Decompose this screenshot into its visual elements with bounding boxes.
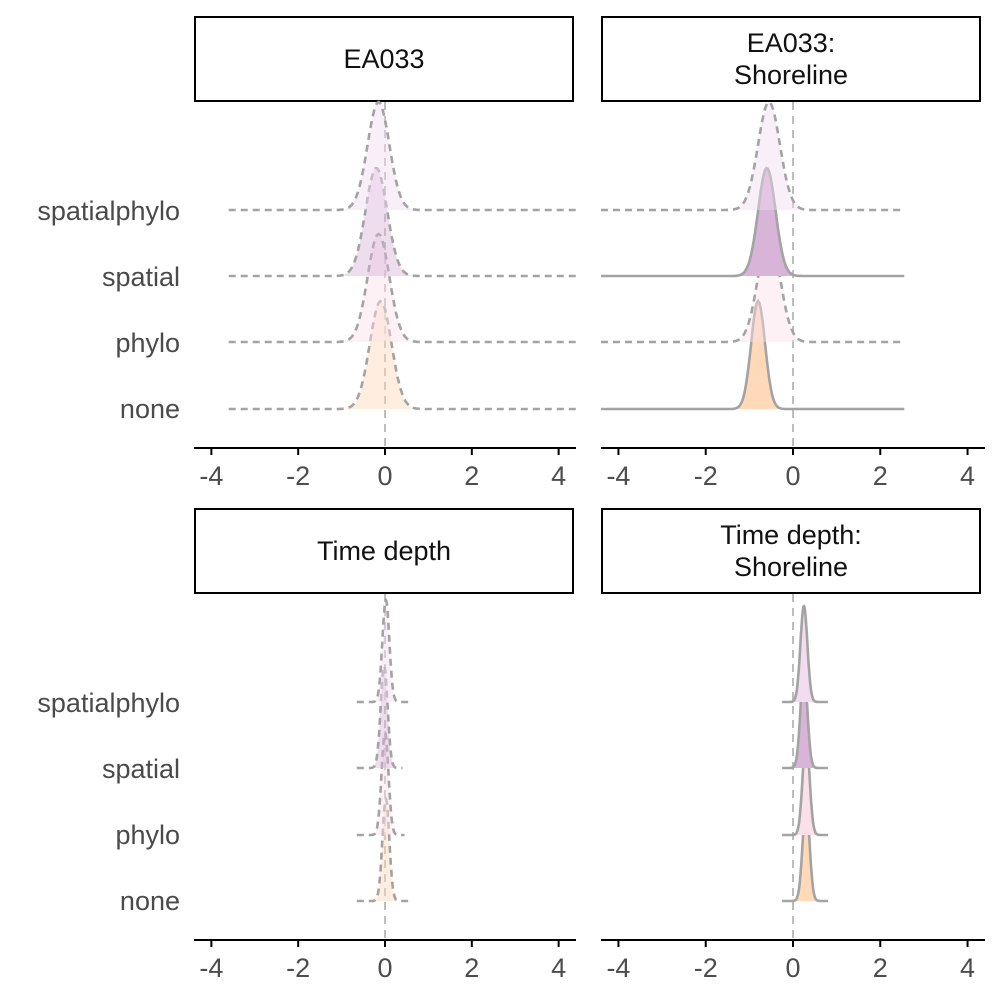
prior-density-line (356, 597, 409, 704)
prior-density-line (228, 232, 576, 344)
posterior-density-line (601, 166, 905, 278)
x-tick-label: 4 (551, 953, 566, 983)
facet-title: EA033 (343, 44, 425, 74)
x-tick-label: 4 (960, 461, 975, 491)
prior-density-fill (356, 666, 403, 768)
prior-density-fill (356, 733, 405, 835)
x-tick-label: -2 (286, 953, 310, 983)
facet-title: Time depth: Shoreline (720, 520, 862, 582)
y-label-phylo: phylo (115, 820, 180, 850)
prior-density-line (601, 232, 905, 344)
x-tick-label: 2 (464, 461, 479, 491)
posterior-density-fill (601, 168, 905, 276)
posterior-density-fill (782, 606, 828, 702)
prior-density-line (228, 299, 576, 411)
prior-density-fill (601, 102, 905, 210)
x-tick-label: 0 (377, 953, 392, 983)
x-tick-label: 0 (377, 461, 392, 491)
prior-density-line (356, 664, 403, 770)
x-tick-label: 2 (873, 953, 888, 983)
prior-density-line (228, 100, 576, 212)
facet-strip-time-depth-shoreline: Time depth: Shoreline (601, 508, 981, 594)
y-label-none: none (119, 886, 180, 916)
x-tick-label: 4 (960, 953, 975, 983)
posterior-density-fill (782, 672, 828, 768)
posterior-density-fill (782, 805, 828, 901)
prior-density-fill (356, 600, 409, 702)
x-tick-label: -4 (199, 461, 223, 491)
prior-density-line (356, 731, 405, 837)
y-label-none: none (119, 394, 180, 424)
prior-density-line (228, 167, 576, 278)
facet-title: EA033: Shoreline (733, 28, 849, 90)
prior-density-fill (228, 168, 576, 276)
facet-strip-time-depth: Time depth (194, 508, 574, 594)
x-tick-label: 2 (873, 461, 888, 491)
x-tick-label: -4 (606, 461, 630, 491)
posterior-density-line (782, 604, 828, 704)
x-tick-label: 2 (464, 953, 479, 983)
y-label-spatialphylo: spatialphylo (37, 688, 180, 718)
x-tick-label: 0 (785, 953, 800, 983)
x-tick-label: -4 (199, 953, 223, 983)
prior-density-fill (356, 799, 409, 901)
prior-density-line (356, 796, 409, 903)
facet-title: Time depth (316, 536, 452, 566)
x-tick-label: 0 (785, 461, 800, 491)
y-label-spatial: spatial (101, 754, 180, 784)
x-tick-label: -2 (286, 461, 310, 491)
x-tick-label: -2 (694, 953, 718, 983)
facet-strip-ea033-shoreline: EA033: Shoreline (601, 16, 981, 102)
prior-density-line (601, 100, 905, 212)
prior-density-fill (228, 102, 576, 210)
posterior-density-line (601, 298, 905, 411)
x-tick-label: 4 (551, 461, 566, 491)
prior-density-fill (228, 234, 576, 342)
prior-density-fill (601, 234, 905, 342)
y-label-phylo: phylo (115, 328, 180, 358)
facet-strip-ea033: EA033 (194, 16, 574, 102)
posterior-density-fill (782, 739, 828, 835)
y-label-spatialphylo: spatialphylo (37, 196, 180, 226)
posterior-density-fill (601, 301, 905, 409)
x-tick-label: -4 (606, 953, 630, 983)
x-tick-label: -2 (694, 461, 718, 491)
y-label-spatial: spatial (101, 262, 180, 292)
